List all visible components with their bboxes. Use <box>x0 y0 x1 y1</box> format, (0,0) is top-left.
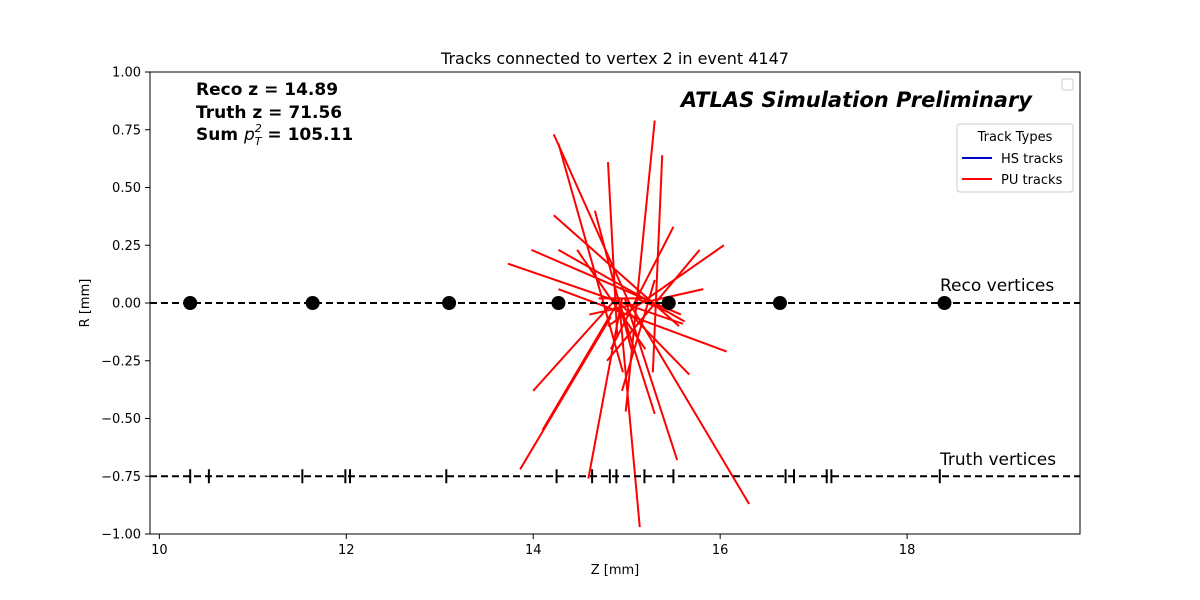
reco-vertex-marker <box>937 296 952 310</box>
pu-track <box>616 299 691 376</box>
chart-title: Tracks connected to vertex 2 in event 41… <box>440 49 789 68</box>
x-tick-label: 14 <box>525 543 542 558</box>
pu-track <box>576 249 647 350</box>
truth-z-text: Truth z = 71.56 <box>196 103 342 123</box>
x-tick-label: 18 <box>899 543 916 558</box>
reco-vertex-marker <box>772 296 787 310</box>
pu-track <box>651 155 664 373</box>
y-tick-label: 0.50 <box>112 181 141 196</box>
reco-vertex-marker <box>661 296 676 310</box>
reco-vertex-marker <box>305 296 320 310</box>
sum-pt-value: = 105.11 <box>262 125 354 145</box>
pu-track <box>607 244 725 327</box>
sum-pt-prefix: Sum <box>196 125 244 145</box>
y-tick-label: −0.25 <box>101 354 141 369</box>
x-axis: 10 12 14 16 18 <box>151 534 915 558</box>
reco-vertex-marker <box>442 296 457 310</box>
pu-track <box>621 279 656 392</box>
pu-track <box>587 298 623 479</box>
reco-vertex-marker <box>183 296 198 310</box>
sum-pt-text: Sum p2 T = 105.11 <box>196 122 353 148</box>
y-tick-label: −1.00 <box>101 528 141 543</box>
reco-vertices-label: Reco vertices <box>940 276 1054 296</box>
reco-vertex-marker <box>551 296 566 310</box>
pu-track <box>507 262 684 325</box>
y-tick-label: 0.00 <box>112 297 141 312</box>
y-tick-label: −0.50 <box>101 412 141 427</box>
plot-area <box>149 71 1081 535</box>
reco-z-text: Reco z = 14.89 <box>196 80 338 100</box>
atlas-label: ATLAS Simulation Preliminary <box>679 88 1033 112</box>
pu-track <box>557 143 624 373</box>
legend-title: Track Types <box>977 130 1053 145</box>
x-tick-label: 16 <box>712 543 729 558</box>
pu-track <box>623 298 679 461</box>
y-axis-label: R [mm] <box>78 279 93 328</box>
y-tick-label: 0.25 <box>112 239 141 254</box>
pu-track <box>616 295 656 415</box>
y-tick-label: 0.75 <box>112 123 141 138</box>
pu-track <box>552 133 633 309</box>
pu-track <box>532 297 618 392</box>
pu-track <box>618 302 641 528</box>
y-axis: 1.00 0.75 0.50 0.25 0.00 −0.25 −0.50 −0.75 −1.00 <box>101 66 150 543</box>
y-tick-label: 1.00 <box>112 66 141 81</box>
legend: Track Types HS tracks PU tracks <box>956 123 1074 193</box>
x-tick-label: 12 <box>338 543 355 558</box>
tracks-layer <box>507 120 750 528</box>
y-tick-label: −0.75 <box>101 470 141 485</box>
x-axis-label: Z [mm] <box>591 563 640 578</box>
sum-pt-subscript: T <box>255 135 263 148</box>
pu-track <box>635 297 670 314</box>
vertex-layer <box>150 296 1080 484</box>
legend-label-hs: HS tracks <box>1001 152 1063 167</box>
truth-vertices-label: Truth vertices <box>939 450 1056 470</box>
empty-legend-box <box>1061 78 1074 91</box>
legend-label-pu: PU tracks <box>1001 173 1063 188</box>
x-tick-label: 10 <box>151 543 168 558</box>
pu-track <box>519 316 612 470</box>
sum-pt-superscript: 2 <box>255 122 262 135</box>
pu-track <box>530 248 682 316</box>
legend-frame <box>956 123 1074 193</box>
sum-pt-p: p <box>243 125 255 145</box>
